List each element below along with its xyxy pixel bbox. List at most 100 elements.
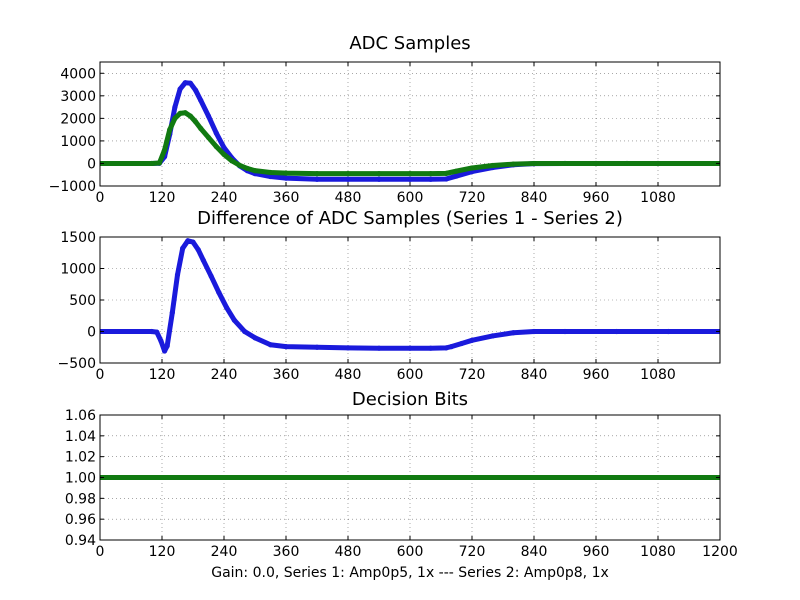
- data-point: [223, 304, 230, 311]
- x-tick-label: 360: [273, 544, 300, 560]
- y-tick-label: 1.02: [65, 450, 96, 466]
- data-point: [314, 344, 320, 350]
- data-point: [531, 328, 537, 335]
- data-point: [192, 119, 199, 125]
- decision-bits-panel: Decision Bits 0 120 240 360 480 600 720 840 960 1…: [65, 389, 738, 560]
- x-tick-label: 240: [211, 367, 238, 383]
- data-point: [172, 115, 178, 121]
- data-point: [407, 345, 413, 351]
- data-point: [614, 328, 620, 335]
- data-point: [161, 147, 168, 153]
- x-tick-label: 840: [521, 544, 548, 560]
- x-tick-label: 0: [96, 544, 105, 560]
- x-tick-label: 480: [335, 367, 362, 383]
- data-point: [562, 328, 568, 335]
- panel-title: Decision Bits: [352, 389, 468, 410]
- y-tick-label: 3000: [60, 89, 96, 105]
- x-tick-label: 600: [397, 190, 424, 206]
- y-tick-label: 1000: [60, 134, 96, 150]
- data-point: [376, 176, 382, 182]
- y-tick-label: 1000: [60, 262, 96, 278]
- x-tick-label: 960: [583, 544, 610, 560]
- plot-area: [100, 238, 720, 354]
- x-tick-label: 0: [96, 190, 105, 206]
- data-point: [216, 289, 222, 296]
- y-tick-label: −500: [58, 356, 96, 372]
- adc-samples-panel: ADC Samples 0 120 240 360 480 600 720 840 960 108…: [49, 33, 721, 206]
- y-tick-label: 500: [69, 293, 96, 309]
- figure-xlabel: Gain: 0.0, Series 1: Amp0p5, 1x --- Seri…: [211, 565, 609, 581]
- x-tick-label: 1080: [640, 190, 676, 206]
- data-point: [267, 173, 274, 180]
- x-tick-label: 720: [459, 367, 486, 383]
- data-point: [267, 169, 274, 176]
- data-point: [221, 151, 227, 158]
- data-point: [453, 173, 460, 179]
- data-point: [314, 176, 320, 182]
- data-point: [490, 162, 496, 169]
- x-tick-label: 120: [149, 367, 176, 383]
- data-point: [490, 333, 496, 339]
- x-tick-label: 960: [583, 367, 610, 383]
- y-tick-label: 0.96: [65, 512, 96, 528]
- data-point: [177, 86, 183, 92]
- data-point: [428, 345, 434, 351]
- x-tick-label: 840: [521, 367, 548, 383]
- plot-area: [100, 80, 720, 182]
- data-point: [443, 345, 449, 351]
- data-point: [443, 170, 449, 176]
- x-tick-label: 1080: [640, 367, 676, 383]
- data-point: [407, 176, 413, 182]
- data-point: [665, 328, 671, 335]
- data-point: [195, 247, 201, 253]
- x-tick-label: 360: [273, 190, 300, 206]
- data-point: [156, 160, 163, 166]
- data-point: [172, 104, 178, 110]
- data-point: [154, 329, 160, 335]
- data-point: [229, 158, 235, 164]
- x-tick-label: 480: [335, 190, 362, 206]
- x-tick-label: 240: [211, 190, 238, 206]
- data-point: [161, 348, 168, 354]
- data-point: [236, 162, 243, 168]
- x-tick-label: 1080: [640, 544, 676, 560]
- y-tick-label: 0.94: [65, 533, 96, 549]
- data-point: [190, 239, 196, 245]
- data-point: [314, 171, 320, 177]
- y-tick-label: 1.04: [65, 429, 96, 445]
- data-point: [453, 168, 460, 174]
- data-point: [376, 171, 382, 177]
- y-tick-label: 2000: [60, 111, 96, 127]
- data-point: [376, 345, 382, 351]
- data-point: [231, 317, 237, 323]
- data-point: [187, 80, 194, 86]
- panel-title: Difference of ADC Samples (Series 1 - Se…: [197, 208, 623, 229]
- x-tick-label: 240: [211, 544, 238, 560]
- data-point: [198, 97, 204, 103]
- y-tick-label: −1000: [49, 179, 96, 195]
- x-tick-label: 120: [149, 544, 176, 560]
- data-point: [407, 171, 413, 177]
- data-point: [267, 342, 274, 348]
- x-tick-label: 1200: [702, 544, 738, 560]
- data-point: [200, 257, 206, 263]
- data-point: [510, 330, 516, 336]
- y-tick-label: 1.00: [65, 471, 96, 487]
- data-point: [252, 168, 258, 174]
- data-point: [624, 160, 630, 167]
- data-point: [242, 328, 248, 335]
- data-point: [469, 165, 475, 171]
- x-tick-label: 120: [149, 190, 176, 206]
- data-point: [164, 343, 170, 349]
- x-tick-label: 360: [273, 367, 300, 383]
- data-point: [213, 143, 219, 150]
- data-point: [345, 345, 351, 351]
- data-point: [185, 238, 191, 244]
- data-point: [345, 176, 351, 182]
- data-point: [167, 127, 173, 133]
- data-point: [531, 160, 537, 167]
- data-point: [283, 344, 289, 350]
- x-tick-label: 600: [397, 367, 424, 383]
- x-tick-label: 840: [521, 190, 548, 206]
